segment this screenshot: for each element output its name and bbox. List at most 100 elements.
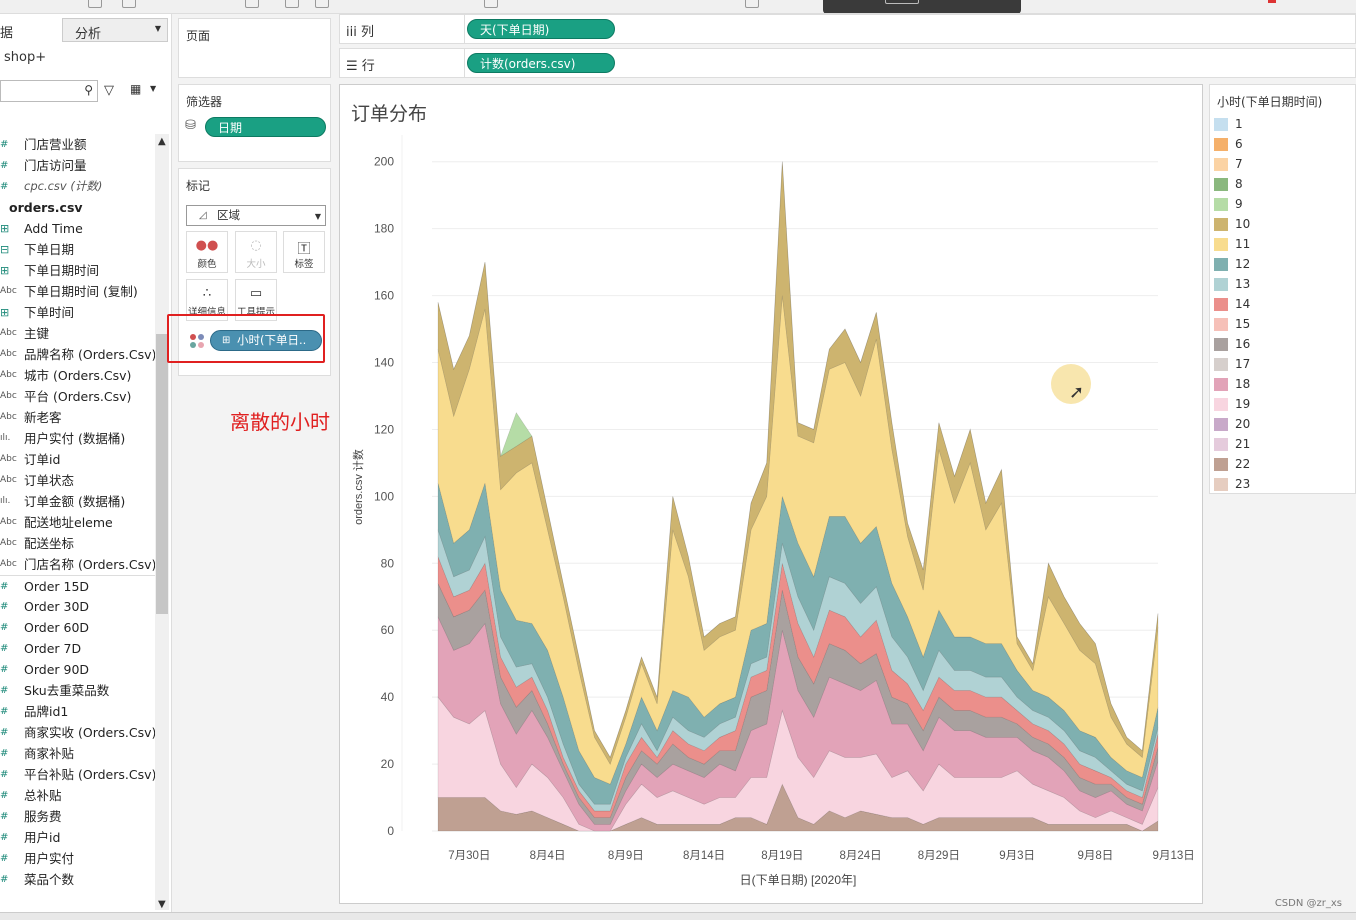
legend-item[interactable]: 20 [1214, 415, 1354, 435]
toolbar-icon[interactable] [245, 0, 259, 8]
field-item[interactable]: Abc 主键 [0, 323, 155, 344]
label-button[interactable]: 🅃 标签 [283, 231, 325, 273]
field-item[interactable]: # Order 30D [0, 596, 155, 617]
mark-type-select[interactable]: ◿ 区域 ▼ [186, 205, 326, 226]
columns-pill[interactable]: 天(下单日期) [467, 19, 615, 39]
field-item[interactable]: ⊞ 下单日期时间 [0, 260, 155, 281]
field-item[interactable]: # 品牌id1 [0, 701, 155, 722]
dropdown-arrow-icon[interactable]: ▼ [314, 212, 321, 221]
toolbar-icon[interactable] [315, 0, 329, 8]
list-view-icon[interactable]: ▦ [130, 82, 142, 96]
field-item[interactable]: # 商家实收 (Orders.Csv) [0, 722, 156, 743]
datasource-name[interactable]: shop+ [4, 50, 47, 65]
area-series-13[interactable] [437, 529, 1159, 812]
field-item[interactable]: # 菜品个数 [0, 869, 155, 890]
legend-item[interactable]: 14 [1214, 295, 1354, 315]
area-series-12[interactable] [437, 482, 1159, 805]
color-button[interactable]: ●● 颜色 [186, 231, 228, 273]
field-item[interactable]: Abc 配送地址eleme [0, 512, 155, 533]
legend-item[interactable]: 18 [1214, 375, 1354, 395]
toolbar-icon[interactable] [122, 0, 136, 8]
toolbar-icon[interactable] [745, 0, 759, 8]
field-item[interactable]: ⊞ 下单时间 [0, 302, 155, 323]
field-item[interactable]: # 平台补贴 (Orders.Csv) [0, 764, 156, 785]
toolbar-icon[interactable] [88, 0, 102, 8]
pages-card[interactable]: 页面 [178, 18, 331, 78]
expand-plus-icon[interactable]: ⊞ [222, 335, 231, 346]
legend-item[interactable]: 23 [1214, 475, 1354, 495]
legend-item[interactable]: 13 [1214, 275, 1354, 295]
string-type-icon: ılı. [0, 496, 11, 506]
color-legend[interactable]: 小时(下单日期时间) 1 6 7 8 9 10 11 12 13 14 15 16 17 18 19 20 21… [1209, 84, 1356, 494]
field-item[interactable]: # 用户实付 [0, 848, 155, 869]
area-series-10[interactable] [437, 161, 1159, 765]
legend-item[interactable]: 10 [1214, 215, 1354, 235]
scroll-up-icon[interactable]: ▲ [158, 136, 166, 147]
field-item[interactable]: Abc 下单日期时间 (复制) [0, 281, 155, 302]
field-item[interactable]: # Order 7D [0, 638, 155, 659]
field-item[interactable]: ılı. 订单金额 (数据桶) [0, 491, 155, 512]
scroll-down-icon[interactable]: ▼ [158, 899, 166, 910]
field-item[interactable]: Abc 订单状态 [0, 470, 155, 491]
field-item[interactable]: # 门店访问量 [0, 155, 155, 176]
field-item[interactable]: Abc 城市 (Orders.Csv) [0, 365, 155, 386]
toolbar-icon[interactable] [484, 0, 498, 8]
rows-shelf[interactable]: ☰ 行 计数(orders.csv) [339, 48, 1356, 78]
field-item[interactable]: # 服务费 [0, 806, 155, 827]
legend-item[interactable]: 22 [1214, 455, 1354, 475]
legend-item[interactable]: 15 [1214, 315, 1354, 335]
legend-item[interactable]: 17 [1214, 355, 1354, 375]
field-item[interactable]: # cpc.csv (计数) [0, 176, 155, 197]
color-pill-hour[interactable]: ⊞ 小时(下单日.. [210, 330, 322, 351]
legend-item[interactable]: 11 [1214, 235, 1354, 255]
legend-item[interactable]: 1 [1214, 115, 1354, 135]
filter-icon[interactable]: ▽ [104, 83, 114, 98]
field-item[interactable]: # Order 60D [0, 617, 155, 638]
field-item[interactable]: Abc 平台 (Orders.Csv) [0, 386, 155, 407]
field-item[interactable]: # 用户id [0, 827, 155, 848]
chart-view[interactable]: 订单分布 0 20 40 60 80 100 120 140 160 180 200 7月30日 8月4… [339, 84, 1203, 904]
field-item[interactable]: Abc 配送坐标 [0, 533, 155, 554]
area-chart[interactable]: 0 20 40 60 80 100 120 140 160 180 200 7月30日 8月4日 8月9日… [340, 85, 1204, 905]
rows-pill[interactable]: 计数(orders.csv) [467, 53, 615, 73]
field-list-scrollbar[interactable]: ▲ ▼ [155, 134, 169, 910]
legend-item[interactable]: 8 [1214, 175, 1354, 195]
size-button[interactable]: ◌ 大小 [235, 231, 277, 273]
field-item[interactable]: ılı. 用户实付 (数据桶) [0, 428, 155, 449]
marks-title: 标记 [186, 179, 211, 193]
toolbar-icon[interactable] [285, 0, 299, 8]
field-item[interactable]: # Sku去重菜品数 [0, 680, 155, 701]
field-item[interactable]: ⊟ 下单日期 [0, 239, 155, 260]
field-item[interactable]: # 总补贴 [0, 785, 155, 806]
columns-shelf[interactable]: iii 列 天(下单日期) [339, 14, 1356, 44]
area-series-9[interactable] [437, 161, 1159, 759]
field-item[interactable]: # 门店营业额 [0, 134, 155, 155]
search-icon[interactable]: ⚲ [84, 83, 93, 97]
field-item[interactable]: Abc 品牌名称 (Orders.Csv) [0, 344, 156, 365]
legend-item[interactable]: 6 [1214, 135, 1354, 155]
filters-card[interactable]: 筛选器 ⛁ 日期 [178, 84, 331, 162]
search-input[interactable]: ⚲ [0, 80, 98, 102]
legend-item[interactable]: 19 [1214, 395, 1354, 415]
field-item[interactable]: Abc 新老客 [0, 407, 155, 428]
field-item[interactable]: # Order 15D [0, 575, 155, 596]
legend-item[interactable]: 16 [1214, 335, 1354, 355]
field-item[interactable]: Abc 订单id [0, 449, 155, 470]
chevron-down-icon[interactable]: ▼ [150, 84, 157, 93]
presentation-bar[interactable] [823, 0, 1021, 13]
tab-data[interactable]: 据 [0, 26, 14, 41]
legend-item[interactable]: 9 [1214, 195, 1354, 215]
field-item[interactable]: Abc 门店名称 (Orders.Csv) [0, 554, 156, 575]
tab-analysis[interactable]: 分析 ▼ [62, 18, 168, 42]
scrollbar-thumb[interactable] [156, 334, 168, 614]
legend-item[interactable]: 12 [1214, 255, 1354, 275]
area-chart-icon: ◿ [199, 210, 207, 221]
legend-item[interactable]: 7 [1214, 155, 1354, 175]
filter-pill-date[interactable]: 日期 [205, 117, 326, 137]
field-item[interactable]: # 商家补贴 [0, 743, 155, 764]
field-item[interactable]: ⊞ Add Time [0, 218, 155, 239]
legend-item[interactable]: 21 [1214, 435, 1354, 455]
field-item[interactable]: # Order 90D [0, 659, 155, 680]
field-item[interactable]: orders.csv [0, 197, 155, 218]
dropdown-arrow-icon[interactable]: ▼ [154, 24, 161, 33]
